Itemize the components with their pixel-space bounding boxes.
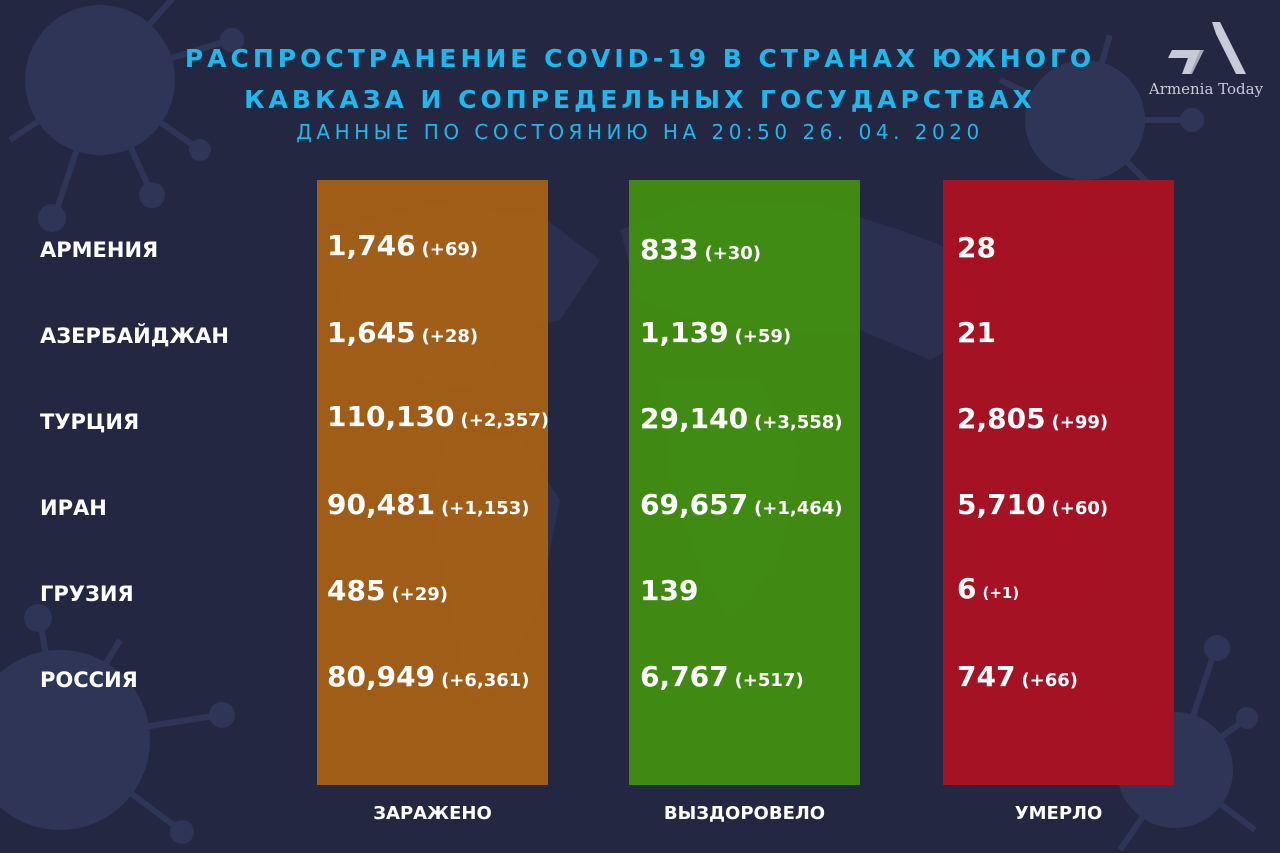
deaths-value: 6: [957, 572, 977, 605]
recovered-delta: (+59): [734, 326, 792, 347]
infected-delta: (+6,361): [441, 670, 530, 691]
recovered-delta: (+3,558): [754, 412, 843, 433]
recovered-delta: (+517): [734, 670, 804, 691]
infected-value: 1,645: [327, 316, 416, 349]
column-label-recovered: ВЫЗДОРОВЕЛО: [663, 803, 826, 824]
infected-delta: (+28): [421, 326, 479, 347]
recovered-cell: 6,767 (+517): [640, 660, 804, 693]
recovered-value: 139: [640, 574, 699, 607]
deaths-column: [943, 180, 1174, 785]
infected-value: 90,481: [327, 488, 436, 521]
recovered-value: 29,140: [640, 402, 749, 435]
country-label: АЗЕРБАЙДЖАН: [40, 324, 229, 348]
infected-cell: 485 (+29): [327, 574, 448, 607]
recovered-cell: 1,139 (+59): [640, 316, 791, 349]
column-label-infected: ЗАРАЖЕНО: [373, 803, 492, 824]
country-label: РОССИЯ: [40, 668, 138, 692]
infected-value: 485: [327, 574, 386, 607]
recovered-value: 6,767: [640, 660, 729, 693]
country-label: ИРАН: [40, 496, 107, 520]
infected-value: 80,949: [327, 660, 436, 693]
recovered-value: 69,657: [640, 488, 749, 521]
infected-cell: 110,130 (+2,357): [327, 400, 549, 433]
virus-icon: [0, 604, 235, 844]
country-label: ГРУЗИЯ: [40, 582, 134, 606]
infected-value: 1,746: [327, 229, 416, 262]
recovered-column: [629, 180, 860, 785]
recovered-delta: (+1,464): [754, 498, 843, 519]
virus-icon: [8, 0, 244, 232]
logo-mark-icon: [1168, 22, 1246, 74]
subtitle: ДАННЫЕ ПО СОСТОЯНИЮ НА 20:50 26. 04. 202…: [296, 120, 984, 144]
logo-text: Armenia Today: [1148, 80, 1264, 98]
deaths-value: 5,710: [957, 488, 1046, 521]
deaths-value: 747: [957, 660, 1016, 693]
infected-column: [317, 180, 548, 785]
recovered-cell: 29,140 (+3,558): [640, 402, 843, 435]
deaths-cell: 2,805 (+99): [957, 402, 1108, 435]
deaths-delta: (+99): [1051, 412, 1109, 433]
infected-cell: 1,746 (+69): [327, 229, 478, 262]
recovered-cell: 139: [640, 574, 704, 607]
country-label: ТУРЦИЯ: [40, 410, 140, 434]
title-line-1: РАСПРОСТРАНЕНИЕ COVID-19 В СТРАНАХ ЮЖНОГ…: [184, 44, 1096, 73]
infected-cell: 90,481 (+1,153): [327, 488, 530, 521]
deaths-value: 2,805: [957, 402, 1046, 435]
column-label-deaths: УМЕРЛО: [1014, 803, 1103, 824]
country-label: АРМЕНИЯ: [40, 238, 159, 262]
deaths-cell: 747 (+66): [957, 660, 1078, 693]
title-line-2: КАВКАЗА И СОПРЕДЕЛЬНЫХ ГОСУДАРСТВАХ: [244, 85, 1036, 114]
deaths-cell: 5,710 (+60): [957, 488, 1108, 521]
deaths-cell: 21: [957, 316, 1002, 349]
deaths-delta: (+1): [982, 584, 1020, 602]
deaths-delta: (+60): [1051, 498, 1109, 519]
infected-cell: 80,949 (+6,361): [327, 660, 530, 693]
infected-delta: (+29): [391, 584, 449, 605]
deaths-cell: 28: [957, 231, 1002, 264]
virus-icon: [998, 34, 1204, 219]
infected-cell: 1,645 (+28): [327, 316, 478, 349]
deaths-delta: (+66): [1021, 670, 1079, 691]
deaths-value: 28: [957, 231, 996, 264]
deaths-value: 21: [957, 316, 996, 349]
infected-value: 110,130: [327, 400, 455, 433]
armenia-today-logo: Armenia Today: [1142, 16, 1270, 100]
infected-delta: (+1,153): [441, 498, 530, 519]
recovered-cell: 833 (+30): [640, 233, 761, 266]
infected-delta: (+2,357): [460, 410, 550, 431]
infected-delta: (+69): [421, 239, 479, 260]
recovered-value: 833: [640, 233, 699, 266]
recovered-value: 1,139: [640, 316, 729, 349]
deaths-cell: 6 (+1): [957, 572, 1019, 605]
recovered-cell: 69,657 (+1,464): [640, 488, 843, 521]
recovered-delta: (+30): [704, 243, 762, 264]
